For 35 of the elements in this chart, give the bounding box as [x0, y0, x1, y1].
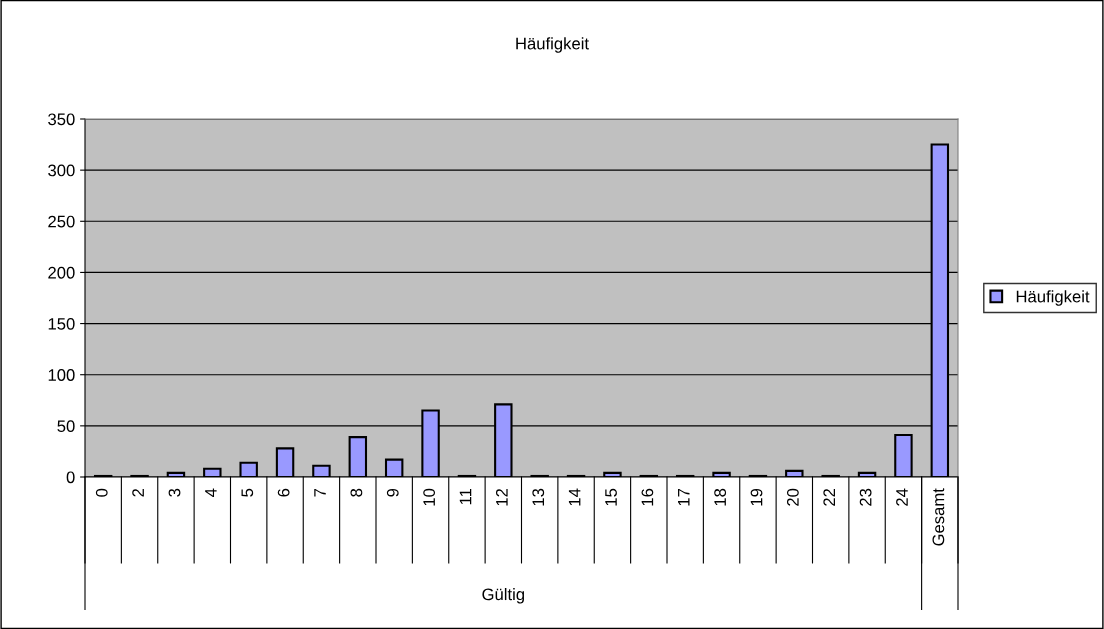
- x-tick-label: Gesamt: [932, 488, 945, 546]
- x-tick-label: 10: [423, 488, 436, 506]
- y-tick-label: 300: [48, 164, 75, 177]
- x-tick-label: 15: [605, 488, 617, 506]
- x-tick-label: 2: [132, 488, 144, 497]
- x-tick-label: 9: [386, 488, 399, 497]
- x-tick-label: 5: [241, 488, 254, 497]
- x-tick-label: 23: [859, 488, 872, 506]
- y-tick-label: 350: [48, 113, 75, 126]
- x-tick-label: 24: [896, 488, 908, 506]
- y-tick-label: 200: [48, 266, 75, 279]
- x-tick-label: 16: [641, 488, 654, 506]
- legend-label: Häufigkeit: [1016, 290, 1090, 306]
- x-tick-label: 8: [350, 488, 363, 497]
- x-tick-label: 7: [314, 488, 326, 497]
- x-tick-label: 17: [678, 488, 690, 506]
- y-tick-label: 150: [48, 317, 75, 330]
- y-tick-label: 0: [66, 471, 75, 484]
- x-axis-title: Gültig: [482, 587, 525, 604]
- x-tick-label: 13: [532, 488, 545, 506]
- y-tick-label: 250: [48, 215, 75, 228]
- x-tick-label: 18: [714, 488, 727, 506]
- x-tick-label: 20: [786, 488, 799, 506]
- x-tick-label: 12: [495, 488, 508, 506]
- x-tick-label: 11: [459, 488, 472, 505]
- x-tick-label: 4: [205, 488, 217, 497]
- x-tick-label: 0: [95, 488, 108, 497]
- y-tick-label: 100: [48, 369, 75, 381]
- x-tick-label: 6: [277, 488, 290, 497]
- chart-title: Häufigkeit: [516, 37, 589, 53]
- x-tick-label: 3: [168, 488, 181, 497]
- x-tick-label: 14: [568, 488, 581, 506]
- x-tick-label: 19: [750, 488, 763, 506]
- x-tick-label: 22: [823, 488, 835, 506]
- y-tick-label: 50: [57, 420, 75, 433]
